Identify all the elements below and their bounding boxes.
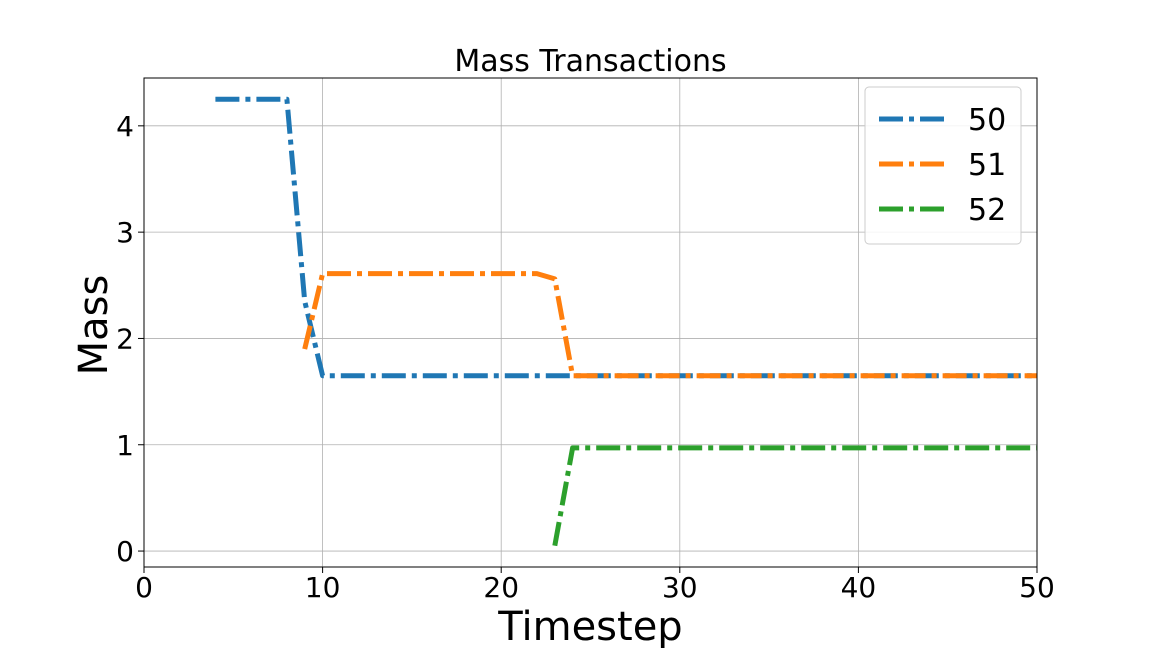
legend-label-50: 50: [968, 103, 1006, 138]
x-tick-label: 40: [841, 571, 877, 604]
series-line-51: [302, 271, 1037, 379]
y-tick-label: 0: [116, 535, 134, 568]
x-tick-label: 50: [1019, 571, 1055, 604]
y-tick-label: 4: [116, 110, 134, 143]
x-tick-label: 0: [135, 571, 153, 604]
x-tick-label: 30: [662, 571, 698, 604]
legend-label-52: 52: [968, 193, 1006, 228]
y-tick-label: 1: [116, 429, 134, 462]
y-axis-label: Mass: [71, 275, 117, 376]
series-line-52: [552, 445, 1037, 547]
x-tick-label: 20: [483, 571, 519, 604]
series-lines: [215, 96, 1037, 547]
tick-marks: [138, 125, 1038, 573]
legend-label-51: 51: [968, 148, 1006, 183]
y-tick-label: 3: [116, 216, 134, 249]
legend-entries: 50 51 52: [879, 103, 1006, 228]
y-tick-labels: 0 1 2 3 4: [116, 110, 134, 568]
legend: 50 51 52: [864, 86, 1022, 245]
x-tick-labels: 0 10 20 30 40 50: [135, 571, 1055, 604]
x-tick-label: 10: [305, 571, 341, 604]
y-tick-label: 2: [116, 322, 134, 355]
plot-frame: [143, 77, 1038, 568]
series-line-50: [215, 96, 1037, 379]
chart-title: Mass Transactions: [454, 44, 726, 79]
x-axis-label: Timestep: [497, 604, 682, 648]
